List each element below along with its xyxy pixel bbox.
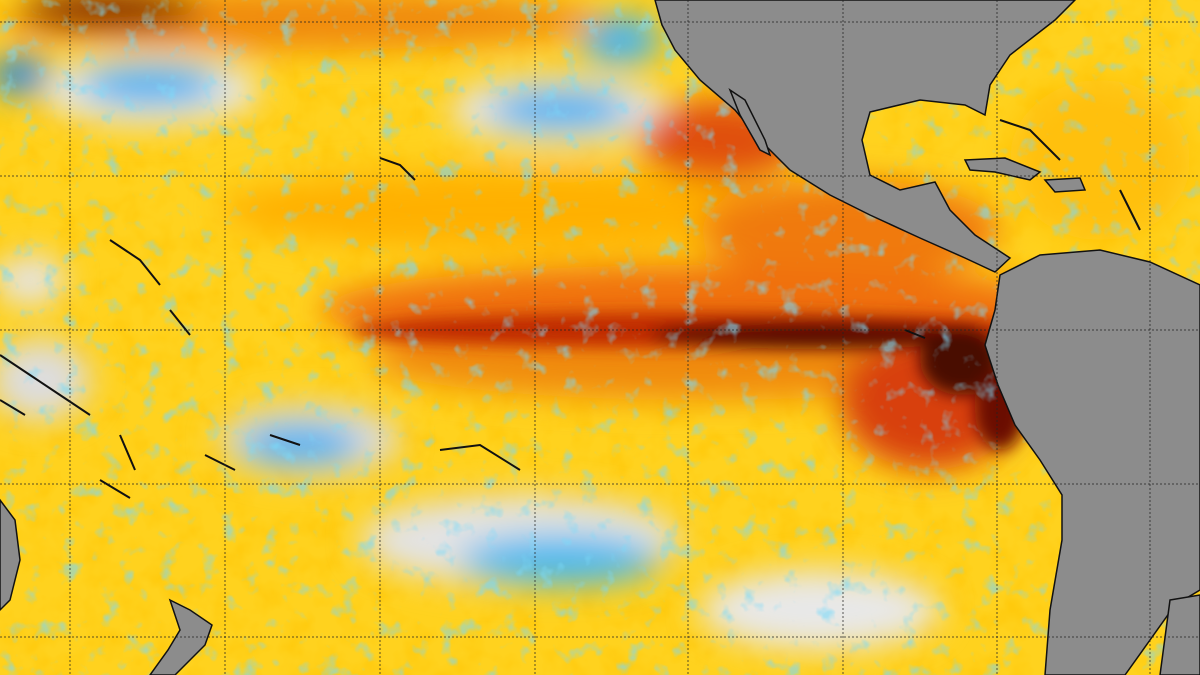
baja-california — [728, 88, 772, 157]
antilles — [1119, 189, 1141, 231]
island-chain — [439, 443, 521, 471]
galapagos — [904, 329, 926, 339]
hispaniola — [1043, 177, 1087, 193]
cuba — [963, 157, 1042, 181]
island-chain — [204, 454, 236, 471]
island-chain — [119, 434, 136, 471]
australia-edge — [0, 498, 21, 612]
antarctic-edge — [1159, 594, 1200, 675]
islands — [0, 119, 1141, 499]
island-chain — [99, 479, 131, 499]
island-chain — [0, 399, 26, 416]
island-chain — [269, 434, 301, 446]
island-chain — [109, 239, 161, 286]
island-chain — [379, 157, 416, 181]
island-chain — [0, 354, 91, 416]
bahamas — [999, 119, 1061, 161]
island-chain — [169, 309, 191, 336]
